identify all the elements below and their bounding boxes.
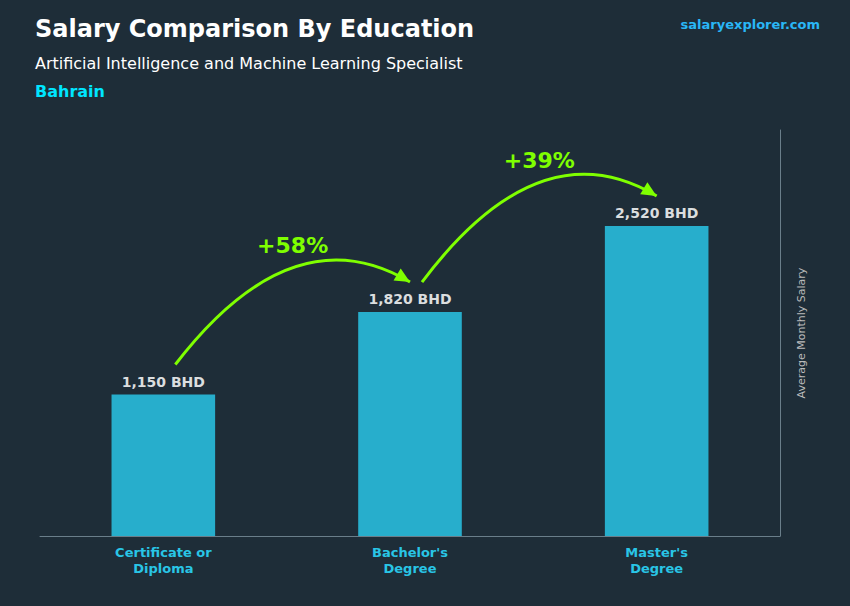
svg-text:2,520 BHD: 2,520 BHD bbox=[615, 205, 698, 221]
svg-text:Average Monthly Salary: Average Monthly Salary bbox=[795, 267, 808, 398]
svg-text:Master's: Master's bbox=[625, 545, 688, 560]
svg-text:Certificate or: Certificate or bbox=[115, 545, 212, 560]
svg-text:Bachelor's: Bachelor's bbox=[372, 545, 448, 560]
svg-text:Diploma: Diploma bbox=[133, 561, 193, 576]
svg-text:Artificial Intelligence and Ma: Artificial Intelligence and Machine Lear… bbox=[35, 54, 463, 73]
svg-text:Degree: Degree bbox=[384, 561, 437, 576]
svg-text:+39%: +39% bbox=[504, 148, 575, 173]
svg-text:1,150 BHD: 1,150 BHD bbox=[122, 374, 205, 390]
svg-text:1,820 BHD: 1,820 BHD bbox=[368, 291, 451, 307]
svg-text:+58%: +58% bbox=[257, 233, 328, 258]
svg-text:Degree: Degree bbox=[630, 561, 683, 576]
svg-text:Salary Comparison By Education: Salary Comparison By Education bbox=[35, 15, 474, 43]
svg-text:Bahrain: Bahrain bbox=[35, 82, 105, 101]
svg-text:salaryexplorer.com: salaryexplorer.com bbox=[681, 17, 820, 32]
